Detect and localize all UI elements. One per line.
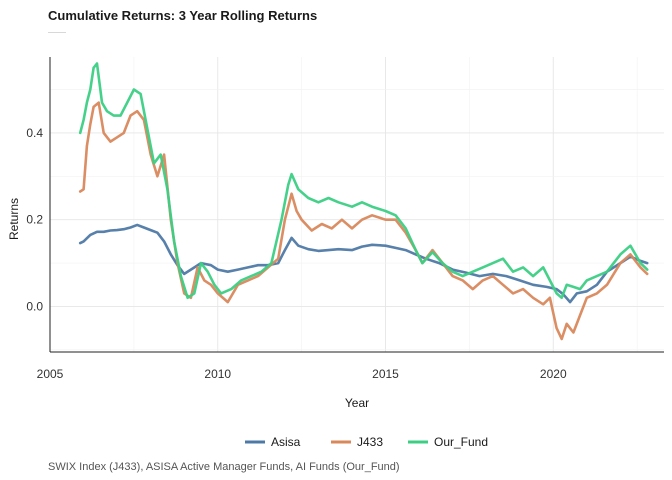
series-line-our-fund [78, 62, 649, 300]
chart-title: Cumulative Returns: 3 Year Rolling Retur… [48, 8, 318, 23]
x-axis-title: Year [345, 396, 369, 410]
x-tick-label: 2020 [540, 367, 567, 381]
x-tick-label: 2010 [204, 367, 231, 381]
subtitle-mark [48, 32, 66, 33]
y-tick-label: 0.4 [26, 126, 43, 140]
y-tick-label: 0.2 [26, 213, 43, 227]
legend-label-asisa: Asisa [271, 435, 301, 449]
legend-label-j433: J433 [357, 435, 383, 449]
legend-label-our-fund: Our_Fund [434, 435, 488, 449]
series-line-j433 [78, 101, 649, 341]
grid-lines [49, 57, 664, 352]
legend: Asisa J433 Our_Fund [245, 435, 488, 449]
series-lines [78, 62, 649, 341]
y-tick-label: 0.0 [26, 299, 43, 313]
x-tick-label: 2015 [372, 367, 399, 381]
x-tick-label: 2005 [37, 367, 64, 381]
axes: 2005 2010 2015 2020 0.0 0.2 0.4 [26, 57, 664, 381]
series-line-asisa [78, 223, 649, 304]
chart-caption: SWIX Index (J433), ASISA Active Manager … [48, 461, 400, 473]
y-axis-title: Returns [7, 198, 21, 240]
